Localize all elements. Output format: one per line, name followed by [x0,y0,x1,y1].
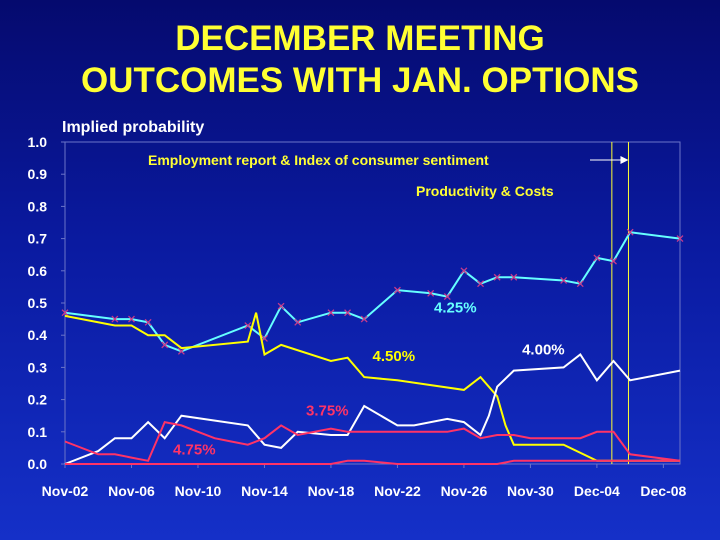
x-tick-label: Nov-22 [374,483,421,499]
x-tick-label: Dec-08 [640,483,686,499]
data-point [128,315,135,323]
series-line [64,231,681,353]
series-label: 4.00% [522,342,565,359]
annotation-arrow-head [620,156,629,164]
y-tick-label: 0.5 [28,295,48,311]
annotation-employment: Employment report & Index of consumer se… [148,152,489,168]
data-point [676,235,684,243]
x-tick-label: Nov-18 [308,483,355,499]
annotation-productivity: Productivity & Costs [416,183,554,199]
series-labels: 4.25% 4.50% 4.00% 3.75% 4.75% [173,300,565,459]
y-tick-label: 1.0 [28,134,48,150]
data-point [576,280,584,288]
series-line [65,459,680,465]
series-label: 4.75% [173,441,216,458]
x-tick-label: Nov-26 [441,483,488,499]
x-tick-label: Nov-06 [108,483,155,499]
data-point [460,267,468,275]
data-point [610,257,617,265]
x-tick-label: Nov-02 [42,483,89,499]
data-point [327,309,335,317]
data-point [477,280,485,288]
title-line-2: OUTCOMES WITH JAN. OPTIONS [80,61,640,100]
x-tick-label: Nov-14 [241,483,288,499]
y-tick-label: 0.9 [28,166,48,182]
y-tick-label: 0.0 [28,456,48,472]
data-point [144,318,152,326]
y-axis-label: Implied probability [62,119,204,136]
annotations: Employment report & Index of consumer se… [148,142,629,464]
data-point [277,302,285,310]
series-line [64,420,681,462]
series-group [61,228,684,465]
series-line [64,312,680,462]
data-point [493,273,501,281]
y-tick-label: 0.8 [28,198,48,214]
data-point [177,347,185,355]
y-tick-label: 0.1 [28,424,48,440]
data-point [626,228,634,236]
data-point [393,286,401,294]
series-label: 3.75% [306,403,349,420]
data-point [61,309,69,317]
x-tick-label: Nov-30 [507,483,554,499]
y-tick-label: 0.4 [28,327,48,343]
data-point [360,315,368,323]
y-tick-label: 0.6 [28,263,48,279]
data-point [510,273,518,281]
x-tick-label: Dec-04 [574,483,620,499]
data-point [111,315,119,323]
chart-title: DECEMBER MEETING OUTCOMES WITH JAN. OPTI… [0,18,720,102]
x-tick-label: Nov-10 [175,483,222,499]
title-line-1: DECEMBER MEETING [175,19,545,58]
y-tick-label: 0.2 [28,392,48,408]
data-point [560,277,568,284]
data-point [344,309,352,317]
axes: 0.0 0.1 0.2 0.3 0.4 0.5 0.6 0.7 0.8 0.9 1.0 Nov-02 N… [28,134,687,499]
y-tick-label: 0.7 [28,231,48,247]
data-point [161,341,169,349]
data-point [593,254,601,262]
data-point [443,293,451,301]
y-tick-label: 0.3 [28,359,48,375]
series-line [64,353,681,465]
data-point [427,289,435,297]
series-label: 4.50% [373,348,416,365]
plot-area [64,141,681,465]
data-point [294,318,302,326]
series-label: 4.25% [434,300,477,317]
data-point [244,322,252,329]
